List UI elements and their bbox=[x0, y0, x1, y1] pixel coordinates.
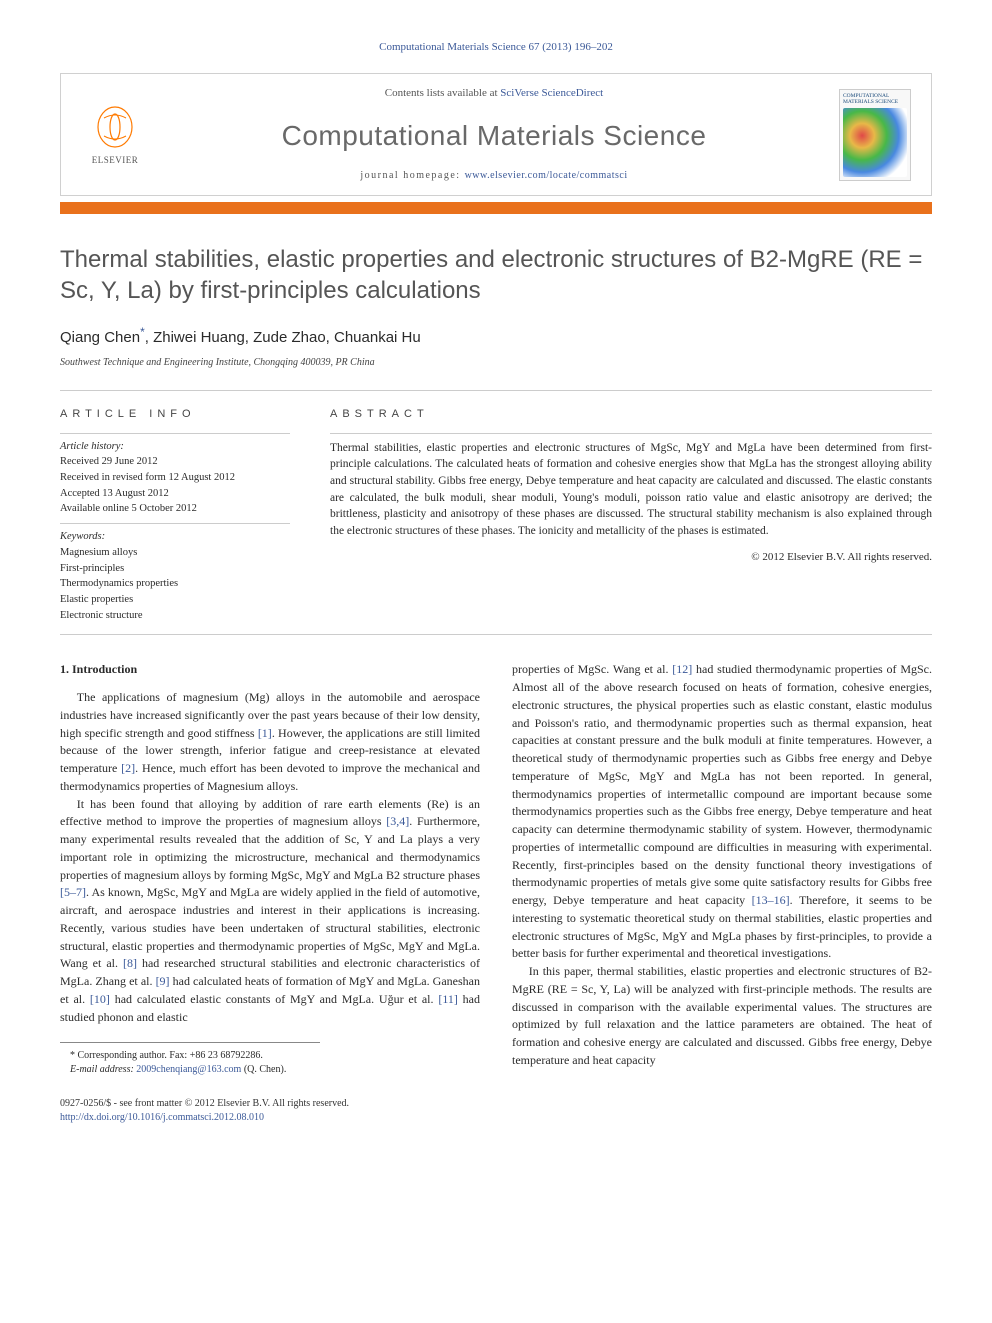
issn-copyright-line: 0927-0256/$ - see front matter © 2012 El… bbox=[60, 1097, 932, 1111]
history-received: Received 29 June 2012 bbox=[60, 455, 290, 470]
contents-prefix: Contents lists available at bbox=[385, 87, 500, 99]
body-text: had studied thermodynamic properties of … bbox=[512, 662, 932, 907]
journal-header-box: ELSEVIER Contents lists available at Sci… bbox=[60, 73, 932, 196]
cover-title: COMPUTATIONAL MATERIALS SCIENCE bbox=[843, 93, 907, 105]
copyright-line: © 2012 Elsevier B.V. All rights reserved… bbox=[330, 550, 932, 565]
journal-cover-thumbnail: COMPUTATIONAL MATERIALS SCIENCE bbox=[839, 89, 911, 181]
body-text: had calculated elastic constants of MgY … bbox=[110, 992, 438, 1006]
citation-header: Computational Materials Science 67 (2013… bbox=[60, 40, 932, 55]
journal-name: Computational Materials Science bbox=[163, 116, 825, 155]
abstract-divider bbox=[330, 433, 932, 434]
article-info-heading: ARTICLE INFO bbox=[60, 407, 290, 422]
article-title: Thermal stabilities, elastic properties … bbox=[60, 244, 932, 306]
info-divider bbox=[60, 433, 290, 434]
history-online: Available online 5 October 2012 bbox=[60, 502, 290, 517]
ref-link-3-4[interactable]: [3,4] bbox=[386, 814, 409, 828]
ref-link-8[interactable]: [8] bbox=[123, 956, 137, 970]
ref-link-10[interactable]: [10] bbox=[90, 992, 110, 1006]
keyword: Magnesium alloys bbox=[60, 546, 290, 561]
keywords-label: Keywords: bbox=[60, 530, 290, 545]
body-paragraph: properties of MgSc. Wang et al. [12] had… bbox=[512, 661, 932, 963]
ref-link-9[interactable]: [9] bbox=[156, 974, 170, 988]
email-label: E-mail address: bbox=[70, 1064, 134, 1075]
accent-bar bbox=[60, 202, 932, 214]
history-label: Article history: bbox=[60, 440, 290, 455]
keyword: Electronic structure bbox=[60, 609, 290, 624]
sciencedirect-link[interactable]: SciVerse ScienceDirect bbox=[500, 87, 603, 99]
footnote-block: * Corresponding author. Fax: +86 23 6879… bbox=[60, 1042, 320, 1077]
email-suffix: (Q. Chen). bbox=[241, 1064, 286, 1075]
article-body: 1. Introduction The applications of magn… bbox=[60, 661, 932, 1077]
cover-art bbox=[843, 108, 907, 177]
abstract-heading: ABSTRACT bbox=[330, 407, 932, 422]
elsevier-logo: ELSEVIER bbox=[81, 98, 149, 172]
contents-available-line: Contents lists available at SciVerse Sci… bbox=[163, 86, 825, 101]
ref-link-12[interactable]: [12] bbox=[672, 662, 692, 676]
body-paragraph: It has been found that alloying by addit… bbox=[60, 796, 480, 1027]
section-divider bbox=[60, 390, 932, 391]
affiliation: Southwest Technique and Engineering Inst… bbox=[60, 356, 932, 370]
author-email-link[interactable]: 2009chenqiang@163.com bbox=[136, 1064, 241, 1075]
abstract-column: ABSTRACT Thermal stabilities, elastic pr… bbox=[330, 407, 932, 624]
ref-link-11[interactable]: [11] bbox=[438, 992, 458, 1006]
body-paragraph: In this paper, thermal stabilities, elas… bbox=[512, 963, 932, 1070]
publisher-name: ELSEVIER bbox=[92, 154, 139, 167]
keyword: First-principles bbox=[60, 562, 290, 577]
keyword: Thermodynamics properties bbox=[60, 577, 290, 592]
body-text: properties of MgSc. Wang et al. bbox=[512, 662, 672, 676]
ref-link-13-16[interactable]: [13–16] bbox=[752, 893, 790, 907]
ref-link-2[interactable]: [2] bbox=[121, 761, 135, 775]
doi-link[interactable]: http://dx.doi.org/10.1016/j.commatsci.20… bbox=[60, 1112, 264, 1123]
history-accepted: Accepted 13 August 2012 bbox=[60, 487, 290, 502]
journal-homepage-line: journal homepage: www.elsevier.com/locat… bbox=[163, 169, 825, 183]
keyword: Elastic properties bbox=[60, 593, 290, 608]
history-revised: Received in revised form 12 August 2012 bbox=[60, 471, 290, 486]
section-divider bbox=[60, 634, 932, 635]
journal-homepage-link[interactable]: www.elsevier.com/locate/commatsci bbox=[465, 170, 628, 181]
authors-rest: , Zhiwei Huang, Zude Zhao, Chuankai Hu bbox=[145, 329, 421, 346]
corresponding-author-footnote: * Corresponding author. Fax: +86 23 6879… bbox=[60, 1049, 320, 1063]
page-footer: 0927-0256/$ - see front matter © 2012 El… bbox=[60, 1097, 932, 1124]
abstract-text: Thermal stabilities, elastic properties … bbox=[330, 440, 932, 540]
homepage-prefix: journal homepage: bbox=[360, 170, 464, 181]
ref-link-1[interactable]: [1] bbox=[258, 726, 272, 740]
info-divider bbox=[60, 523, 290, 524]
section-heading-introduction: 1. Introduction bbox=[60, 661, 480, 679]
author-primary: Qiang Chen bbox=[60, 329, 140, 346]
authors-list: Qiang Chen*, Zhiwei Huang, Zude Zhao, Ch… bbox=[60, 324, 932, 348]
ref-link-5-7[interactable]: [5–7] bbox=[60, 885, 86, 899]
article-info-column: ARTICLE INFO Article history: Received 2… bbox=[60, 407, 290, 624]
body-paragraph: The applications of magnesium (Mg) alloy… bbox=[60, 689, 480, 796]
